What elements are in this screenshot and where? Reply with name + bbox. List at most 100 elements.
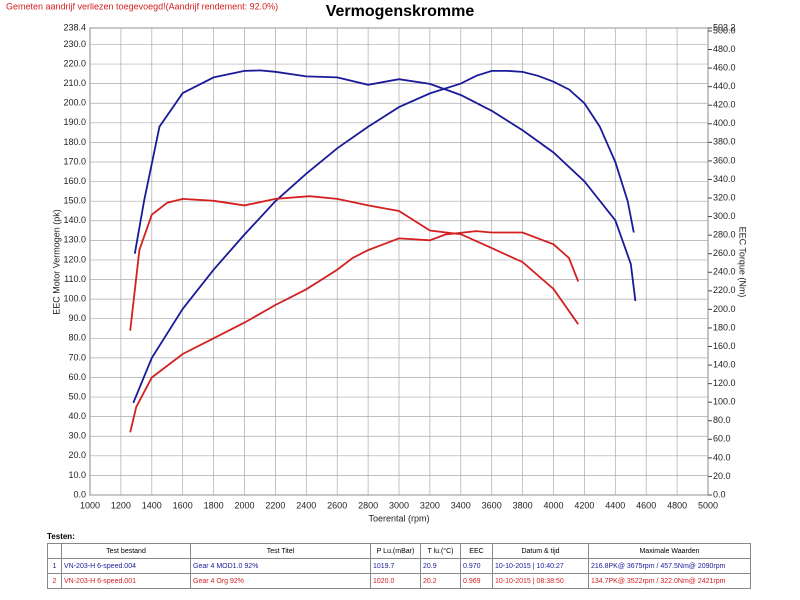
table-cell: 2 <box>47 573 62 589</box>
y-tick-label: 40.0 <box>68 411 86 421</box>
table-cell: 20.2 <box>420 573 461 589</box>
x-tick-label: 1800 <box>204 500 224 510</box>
y-tick-label: 210.0 <box>63 78 86 88</box>
table-cell: 20.9 <box>420 558 461 574</box>
y-tick-label: 140.0 <box>63 215 86 225</box>
x-tick-label: 3800 <box>513 500 533 510</box>
chart-title: Vermogenskromme <box>326 3 475 20</box>
x-tick-label: 1400 <box>142 500 162 510</box>
y-tick-label: 60.0 <box>68 372 86 382</box>
y2-tick-label: 500.0 <box>713 25 736 35</box>
x-tick-label: 5000 <box>698 500 718 510</box>
table-row: 1 VN-203-H 6-speed.004 Gear 4 MOD1.0 92% 10… <box>47 558 751 574</box>
table-cell: Gear 4 MOD1.0 92% <box>190 558 371 574</box>
y-tick-label: 130.0 <box>63 235 86 245</box>
y2-tick-label: 320.0 <box>713 192 736 202</box>
y2-tick-label: 280.0 <box>713 230 736 240</box>
x-tick-label: 4600 <box>636 500 656 510</box>
x-tick-label: 1200 <box>111 500 131 510</box>
y-tick-label: 90.0 <box>68 313 86 323</box>
y2-tick-label: 120.0 <box>713 378 736 388</box>
y2-tick-label: 240.0 <box>713 267 736 277</box>
table-row: 2 VN-203-H 6-speed.001 Gear 4 Org 92% 1020.… <box>47 573 751 589</box>
y2-tick-label: 400.0 <box>713 118 736 128</box>
x-tick-label: 1000 <box>80 500 100 510</box>
y-tick-label: 190.0 <box>63 117 86 127</box>
y2-tick-label: 340.0 <box>713 174 736 184</box>
y2-tick-label: 160.0 <box>713 341 736 351</box>
y2-tick-label: 220.0 <box>713 285 736 295</box>
x-tick-label: 4000 <box>543 500 563 510</box>
x-tick-label: 2200 <box>265 500 285 510</box>
y-tick-label: 80.0 <box>68 333 86 343</box>
y2-tick-label: 380.0 <box>713 137 736 147</box>
y2-tick-label: 420.0 <box>713 100 736 110</box>
y2-tick-label: 200.0 <box>713 304 736 314</box>
table-title: Testen: <box>47 532 75 541</box>
header-cell: Datum & tijd <box>492 543 589 559</box>
table-cell: 1019.7 <box>370 558 421 574</box>
x-tick-label: 1600 <box>173 500 193 510</box>
header-cell <box>47 543 62 559</box>
y-axis-label: EEC Motor Vermogen (pk) <box>51 209 61 315</box>
y-tick-label: 50.0 <box>68 391 86 401</box>
power-torque-line <box>129 230 580 433</box>
header-cell: T lu.(°C) <box>420 543 461 559</box>
y2-tick-label: 40.0 <box>713 452 731 462</box>
table-cell: VN-203-H 6-speed.001 <box>61 573 191 589</box>
table-cell: 1020.0 <box>370 573 421 589</box>
x-tick-label: 2000 <box>234 500 254 510</box>
y-tick-label: 110.0 <box>64 274 86 284</box>
y2-tick-label: 20.0 <box>713 471 731 481</box>
y-tick-label: 150.0 <box>63 196 86 206</box>
y2-tick-label: 140.0 <box>713 359 736 369</box>
header-cell: Maximale Waarden <box>588 543 751 559</box>
table-cell: VN-203-H 6-speed.004 <box>61 558 191 574</box>
y-tick-label: 30.0 <box>68 431 86 441</box>
results-table: Test bestand Test Titel P Lu.(mBar) T lu.(°… <box>47 543 751 589</box>
y2-tick-label: 300.0 <box>713 211 736 221</box>
table-cell: 10-10-2015 | 10:40:27 <box>492 558 589 574</box>
y-tick-label: 100.0 <box>63 293 86 303</box>
y-tick-label: 180.0 <box>63 137 86 147</box>
y2-tick-label: 503.2 <box>713 22 736 32</box>
table-cell: Gear 4 Org 92% <box>190 573 371 589</box>
table-cell: 10-10-2015 | 08:38:50 <box>492 573 589 589</box>
x-tick-label: 2600 <box>327 500 347 510</box>
power-torque-line <box>133 69 637 302</box>
chart: Gemeten aandrijf verliezen toegevoegd!(A… <box>6 1 748 523</box>
x-tick-label: 3200 <box>420 500 440 510</box>
table-cell: 0.970 <box>460 558 493 574</box>
x-tick-label: 2400 <box>296 500 316 510</box>
y2-tick-label: 100.0 <box>713 397 736 407</box>
y-tick-label: 0.0 <box>73 489 86 499</box>
header-cell: Test bestand <box>61 543 191 559</box>
power-torque-line <box>132 70 635 404</box>
note: Gemeten aandrijf verliezen toegevoegd!(A… <box>6 1 278 11</box>
y-tick-label: 170.0 <box>63 156 86 166</box>
y-tick-label: 230.0 <box>63 39 86 49</box>
y-tick-label: 220.0 <box>63 58 86 68</box>
table-cell: 134.7PK@ 3522rpm / 322.0Nm@ 2421rpm <box>588 573 751 589</box>
y-tick-label: 10.0 <box>68 470 86 480</box>
y-tick-label: 160.0 <box>63 176 86 186</box>
y2-tick-label: 60.0 <box>713 434 731 444</box>
y2-tick-label: 80.0 <box>713 415 731 425</box>
header-cell: P Lu.(mBar) <box>370 543 421 559</box>
y2-tick-label: 260.0 <box>713 248 736 258</box>
table-cell: 0.969 <box>460 573 493 589</box>
x-tick-label: 3400 <box>451 500 471 510</box>
x-tick-label: 4800 <box>667 500 687 510</box>
y2-tick-label: 440.0 <box>713 81 736 91</box>
x-tick-label: 3600 <box>482 500 502 510</box>
header-cell: Test Titel <box>190 543 371 559</box>
y2-tick-label: 180.0 <box>713 322 736 332</box>
y-tick-label: 70.0 <box>68 352 86 362</box>
y2-tick-label: 460.0 <box>713 62 736 72</box>
x-tick-label: 3000 <box>389 500 409 510</box>
header-cell: EEC <box>460 543 493 559</box>
y-tick-label: 120.0 <box>63 254 86 264</box>
x-axis-label: Toerental (rpm) <box>368 513 429 523</box>
table-cell: 216.8PK@ 3675rpm / 457.5Nm@ 2090rpm <box>588 558 751 574</box>
